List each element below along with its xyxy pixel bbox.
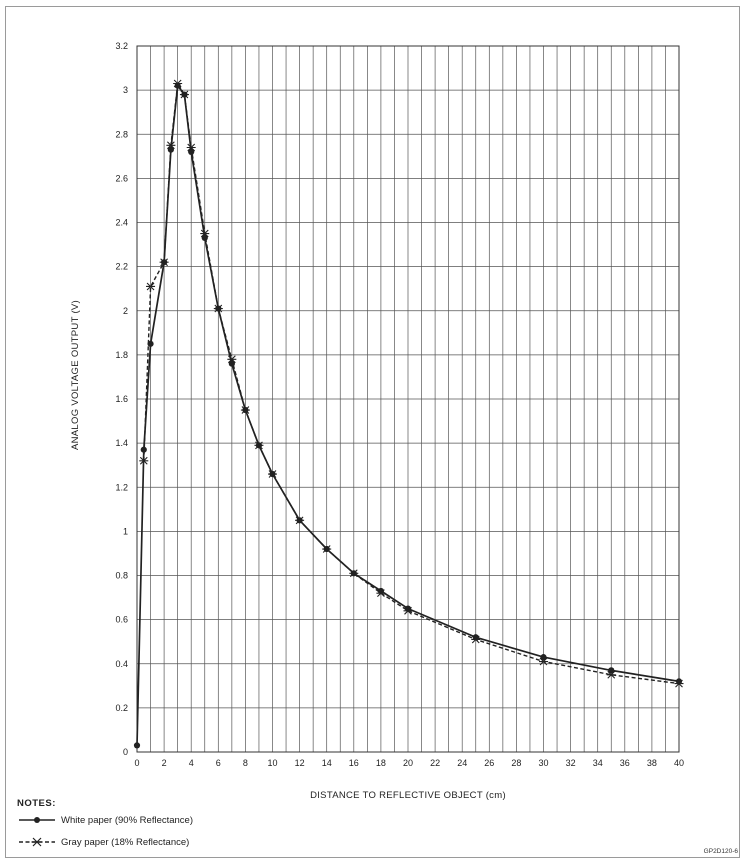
y-tick-label: 2.8 [115,129,128,139]
data-point-gray-paper [254,441,264,450]
x-tick-label: 20 [403,758,413,768]
data-point-gray-paper [322,545,332,553]
x-tick-label: 36 [620,758,630,768]
data-point-gray-paper [240,406,250,414]
x-tick-label: 34 [593,758,603,768]
plot-border [136,45,680,753]
data-point-gray-paper [268,470,277,478]
data-point-gray-paper [471,635,481,644]
legend-gray-symbol [19,837,55,847]
data-point-gray-paper [674,679,684,688]
x-axis-label: DISTANCE TO REFLECTIVE OBJECT (cm) [310,790,506,801]
data-point-white-paper [472,634,479,641]
x-tick-label: 18 [376,758,386,768]
data-point-gray-paper [179,90,189,99]
data-point-gray-paper [539,657,548,666]
data-point-white-paper [188,148,195,155]
series-line-gray-paper [143,82,680,685]
legend-item-gray-paper: Gray paper (18% Reflectance) [17,836,189,848]
axes: 0 2 4 6 8 10 12 14 16 18 20 22 24 26 28 30 32 34 36 38 4000.… [115,41,684,768]
data-point-white-paper [174,82,181,89]
legend-item-white-paper: White paper (90% Reflectance) [17,814,193,826]
data-point-white-paper [228,360,235,367]
series-layer [133,79,684,749]
data-point-gray-paper [166,141,176,150]
grid [136,45,680,753]
figure-frame [5,6,740,858]
x-tick-label: 6 [216,758,221,768]
y-tick-label: 0.4 [115,659,128,669]
data-point-gray-paper [295,516,305,525]
y-tick-label: 2.6 [115,173,128,183]
notes-title: NOTES: [17,798,56,809]
data-point-white-paper [540,654,547,661]
y-tick-label: 1.4 [115,438,128,448]
y-tick-label: 1.2 [115,482,128,492]
data-point-white-paper [140,446,147,453]
data-point-white-paper [675,678,683,685]
data-point-gray-paper [376,589,386,598]
data-point-gray-paper [213,304,223,313]
x-tick-label: 24 [457,758,467,768]
y-tick-label: 0 [123,747,128,757]
data-point-gray-paper [173,79,183,88]
x-tick-label: 26 [484,758,494,768]
y-tick-label: 1 [123,526,128,536]
data-point-gray-paper [606,670,616,679]
legend-gray-label: Gray paper (18% Reflectance) [61,836,190,848]
data-point-white-paper [377,587,384,595]
data-point-white-paper [167,146,174,153]
x-tick-label: 32 [566,758,576,768]
x-tick-label: 2 [162,758,167,768]
x-tick-label: 0 [134,758,139,768]
y-tick-label: 3.2 [115,41,128,51]
y-tick-label: 0.2 [115,703,128,713]
data-point-gray-paper [139,456,149,465]
data-point-white-paper [608,667,615,674]
y-tick-label: 2 [123,306,128,316]
data-point-gray-paper [146,282,156,291]
data-point-gray-paper [403,606,413,615]
data-point-white-paper [201,234,208,242]
data-point-white-paper [133,742,141,749]
x-tick-label: 4 [189,758,194,768]
y-tick-label: 2.4 [115,218,128,228]
y-tick-label: 0.6 [115,615,128,625]
data-point-gray-paper [227,355,237,364]
y-axis-label: ANALOG VOLTAGE OUTPUT (V) [70,300,81,450]
figure-id: GP2D120-6 [703,848,738,855]
y-tick-label: 1.6 [115,394,128,404]
legend-white-label: White paper (90% Reflectance) [61,814,194,826]
x-tick-label: 16 [349,758,359,768]
y-tick-label: 3 [123,85,128,95]
data-point-white-paper [404,605,412,612]
y-tick-label: 0.8 [115,571,128,581]
x-tick-label: 8 [243,758,248,768]
data-point-gray-paper [200,229,210,238]
x-tick-label: 40 [674,758,684,768]
y-tick-label: 2.2 [115,262,128,272]
data-point-white-paper [147,340,154,347]
x-tick-label: 10 [267,758,277,768]
legend-white-symbol [19,817,55,823]
data-point-gray-paper [349,569,359,578]
x-tick-label: 38 [647,758,657,768]
data-point-gray-paper [159,258,169,267]
x-tick-label: 14 [322,758,332,768]
x-tick-label: 22 [430,758,440,768]
x-tick-label: 12 [295,758,305,768]
x-tick-label: 30 [538,758,548,768]
y-tick-label: 1.8 [115,350,128,360]
x-tick-label: 28 [511,758,521,768]
data-point-gray-paper [186,143,196,152]
